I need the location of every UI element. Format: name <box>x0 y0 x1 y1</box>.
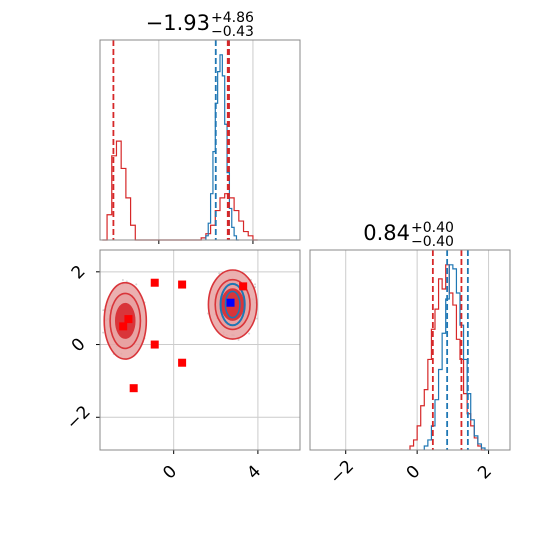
sample-point <box>135 283 138 286</box>
sample-point <box>248 332 251 335</box>
panel-2-title-value: 0.84 <box>363 221 410 245</box>
red-marker-7 <box>129 384 138 393</box>
panel-1-title-value: −1.93 <box>146 11 210 35</box>
p1-hist-red <box>102 140 258 241</box>
sample-point <box>218 272 221 275</box>
sample-point <box>102 309 105 312</box>
contour-blue-inner <box>224 290 241 319</box>
red-marker-6 <box>178 358 187 367</box>
red-marker-2 <box>239 282 248 291</box>
p3-xtick-label-1: 0 <box>403 462 425 484</box>
p2-xtick-label-1: 4 <box>243 462 265 484</box>
red-marker-4 <box>124 315 133 324</box>
blue-marker-0 <box>226 298 235 307</box>
red-marker-3 <box>119 322 128 331</box>
red-marker-0 <box>150 278 159 287</box>
panel-2-title-minus: −0.40 <box>411 234 454 250</box>
p1-frame <box>99 39 301 241</box>
sample-point <box>255 317 258 320</box>
p2-frame <box>99 249 301 451</box>
p3-hist-blue <box>423 264 489 451</box>
p2-ytick-label-2: 2 <box>68 262 90 284</box>
panel-1-title-minus: −0.43 <box>211 24 254 40</box>
panel-2-title-plus: +0.40 <box>411 220 454 236</box>
sample-point <box>254 283 257 286</box>
red-marker-1 <box>178 280 187 289</box>
sample-point <box>102 331 105 334</box>
p2-ytick-label-1: 0 <box>68 334 90 356</box>
panel-1-title-plus: +4.86 <box>211 10 254 26</box>
p2-xtick-label-0: 0 <box>159 462 181 484</box>
red-marker-5 <box>150 340 159 349</box>
p3-xtick-label-0: −2 <box>326 457 358 489</box>
p3-frame <box>309 249 511 451</box>
sample-point <box>121 279 124 282</box>
p1-hist-blue <box>205 54 239 241</box>
histogram-panel-param-1 <box>99 39 301 244</box>
contour-blue <box>219 282 246 327</box>
histogram-panel-param-2: −2 0 2 <box>309 249 511 489</box>
p2-ytick-label-0: −2 <box>63 402 95 434</box>
p3-hist-red <box>409 264 485 451</box>
sample-point <box>237 338 240 341</box>
scatter-panel-joint: 0 4 −2 0 2 <box>63 249 301 484</box>
p3-xtick-label-2: 2 <box>474 462 496 484</box>
